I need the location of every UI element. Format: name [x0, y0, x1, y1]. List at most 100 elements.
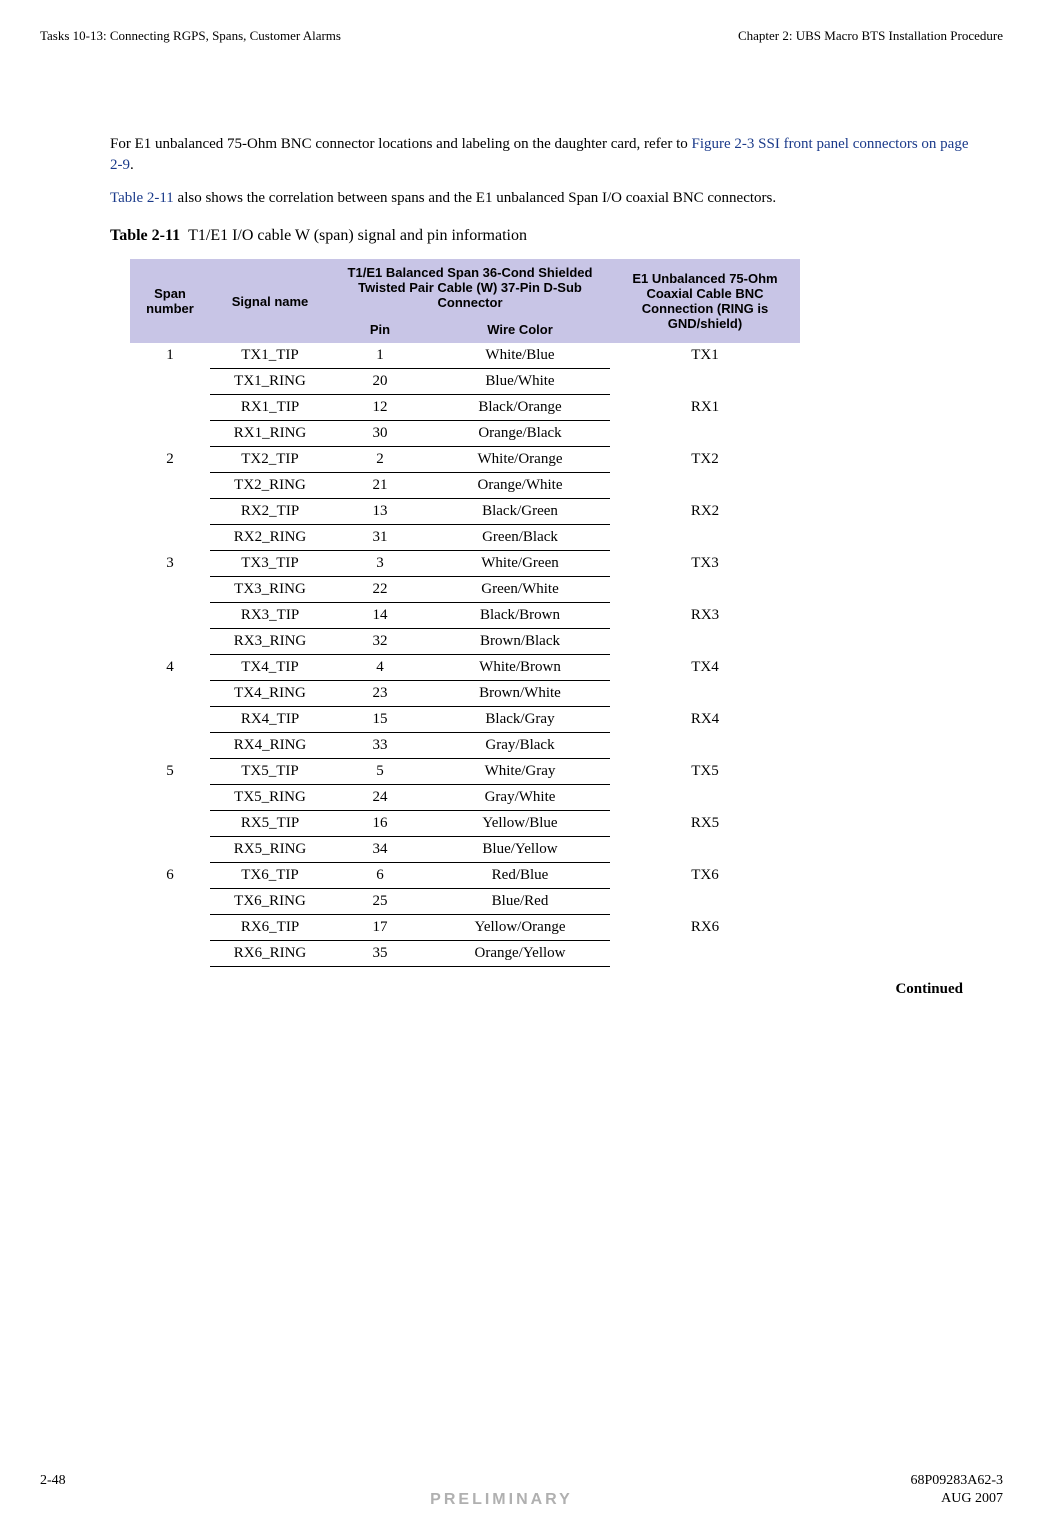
- header-right: Chapter 2: UBS Macro BTS Installation Pr…: [738, 28, 1003, 44]
- cell-pin: 30: [330, 421, 430, 447]
- cell-wire: White/Green: [430, 551, 610, 577]
- cell-bnc: RX1: [610, 395, 800, 447]
- table-row: 5TX5_TIP5White/GrayTX5: [130, 759, 800, 785]
- cell-wire: Yellow/Blue: [430, 811, 610, 837]
- cell-wire: Black/Green: [430, 499, 610, 525]
- cell-signal: TX2_TIP: [210, 447, 330, 473]
- cell-signal: RX3_RING: [210, 629, 330, 655]
- table-row: RX3_TIP14Black/BrownRX3: [130, 603, 800, 629]
- cell-bnc: RX3: [610, 603, 800, 655]
- cell-bnc: RX4: [610, 707, 800, 759]
- table-row: 6TX6_TIP6Red/BlueTX6: [130, 863, 800, 889]
- cell-wire: Orange/White: [430, 473, 610, 499]
- header-left: Tasks 10-13: Connecting RGPS, Spans, Cus…: [40, 28, 341, 44]
- table-row: RX5_TIP16Yellow/BlueRX5: [130, 811, 800, 837]
- cell-pin: 22: [330, 577, 430, 603]
- cell-signal: TX3_TIP: [210, 551, 330, 577]
- cell-signal: TX6_RING: [210, 889, 330, 915]
- table-row: RX6_TIP17Yellow/OrangeRX6: [130, 915, 800, 941]
- cell-signal: RX1_RING: [210, 421, 330, 447]
- table-row: 4TX4_TIP4White/BrownTX4: [130, 655, 800, 681]
- cell-wire: Gray/White: [430, 785, 610, 811]
- cell-pin: 15: [330, 707, 430, 733]
- cell-bnc: TX1: [610, 343, 800, 395]
- paragraph-1: For E1 unbalanced 75-Ohm BNC connector l…: [110, 134, 983, 176]
- cell-signal: RX5_RING: [210, 837, 330, 863]
- cell-signal: RX2_TIP: [210, 499, 330, 525]
- cell-wire: Blue/White: [430, 369, 610, 395]
- cell-pin: 14: [330, 603, 430, 629]
- table-row: RX2_TIP13Black/GreenRX2: [130, 499, 800, 525]
- cell-pin: 33: [330, 733, 430, 759]
- cell-span: 4: [130, 655, 210, 759]
- cell-pin: 20: [330, 369, 430, 395]
- cell-signal: RX4_RING: [210, 733, 330, 759]
- cell-wire: White/Blue: [430, 343, 610, 369]
- cell-bnc: RX5: [610, 811, 800, 863]
- cell-wire: Orange/Yellow: [430, 941, 610, 967]
- cell-signal: TX5_RING: [210, 785, 330, 811]
- cell-span: 6: [130, 863, 210, 967]
- cell-signal: TX5_TIP: [210, 759, 330, 785]
- cell-pin: 21: [330, 473, 430, 499]
- cell-span: 1: [130, 343, 210, 447]
- cell-wire: White/Gray: [430, 759, 610, 785]
- cell-span: 2: [130, 447, 210, 551]
- cell-pin: 24: [330, 785, 430, 811]
- cell-pin: 3: [330, 551, 430, 577]
- cell-pin: 6: [330, 863, 430, 889]
- cell-pin: 4: [330, 655, 430, 681]
- cell-pin: 17: [330, 915, 430, 941]
- th-pin: Pin: [330, 316, 430, 343]
- cell-signal: TX3_RING: [210, 577, 330, 603]
- table-row: RX4_TIP15Black/GrayRX4: [130, 707, 800, 733]
- cell-signal: TX2_RING: [210, 473, 330, 499]
- footer-preliminary: PRELIMINARY: [120, 1491, 883, 1509]
- cell-signal: RX5_TIP: [210, 811, 330, 837]
- cell-pin: 1: [330, 343, 430, 369]
- cell-wire: Blue/Yellow: [430, 837, 610, 863]
- p1-text-c: .: [130, 157, 134, 173]
- footer-docnum: 68P09283A62-3: [910, 1473, 1003, 1489]
- table-row: 2TX2_TIP2White/OrangeTX2: [130, 447, 800, 473]
- cell-wire: Brown/White: [430, 681, 610, 707]
- cell-bnc: TX4: [610, 655, 800, 707]
- cell-bnc: RX2: [610, 499, 800, 551]
- paragraph-2: Table 2-11 also shows the correlation be…: [110, 188, 983, 209]
- cell-pin: 16: [330, 811, 430, 837]
- footer-page: 2-48: [40, 1473, 66, 1489]
- table-caption-label: Table 2-11: [110, 227, 180, 244]
- cell-signal: RX4_TIP: [210, 707, 330, 733]
- table-row: RX1_TIP12Black/OrangeRX1: [130, 395, 800, 421]
- p2-text-b: also shows the correlation between spans…: [174, 190, 776, 206]
- cell-wire: Blue/Red: [430, 889, 610, 915]
- cell-wire: Green/White: [430, 577, 610, 603]
- cell-bnc: TX6: [610, 863, 800, 915]
- table-link[interactable]: Table 2-11: [110, 190, 174, 206]
- cell-wire: Yellow/Orange: [430, 915, 610, 941]
- cell-wire: Black/Orange: [430, 395, 610, 421]
- cell-pin: 2: [330, 447, 430, 473]
- cell-signal: TX6_TIP: [210, 863, 330, 889]
- table-caption-text: T1/E1 I/O cable W (span) signal and pin …: [188, 227, 527, 244]
- table-row: 1TX1_TIP1White/BlueTX1: [130, 343, 800, 369]
- cell-signal: RX6_RING: [210, 941, 330, 967]
- th-wire: Wire Color: [430, 316, 610, 343]
- cell-wire: Green/Black: [430, 525, 610, 551]
- cell-pin: 32: [330, 629, 430, 655]
- table-caption: Table 2-11 T1/E1 I/O cable W (span) sign…: [110, 227, 1003, 245]
- cell-pin: 34: [330, 837, 430, 863]
- cell-signal: TX4_TIP: [210, 655, 330, 681]
- cell-wire: Gray/Black: [430, 733, 610, 759]
- cell-signal: TX4_RING: [210, 681, 330, 707]
- cell-span: 3: [130, 551, 210, 655]
- cell-wire: Red/Blue: [430, 863, 610, 889]
- cell-pin: 31: [330, 525, 430, 551]
- cell-pin: 5: [330, 759, 430, 785]
- cell-signal: RX3_TIP: [210, 603, 330, 629]
- cell-wire: Brown/Black: [430, 629, 610, 655]
- cell-signal: RX1_TIP: [210, 395, 330, 421]
- cell-bnc: TX3: [610, 551, 800, 603]
- cell-wire: Black/Gray: [430, 707, 610, 733]
- th-balanced: T1/E1 Balanced Span 36-Cond Shielded Twi…: [330, 259, 610, 316]
